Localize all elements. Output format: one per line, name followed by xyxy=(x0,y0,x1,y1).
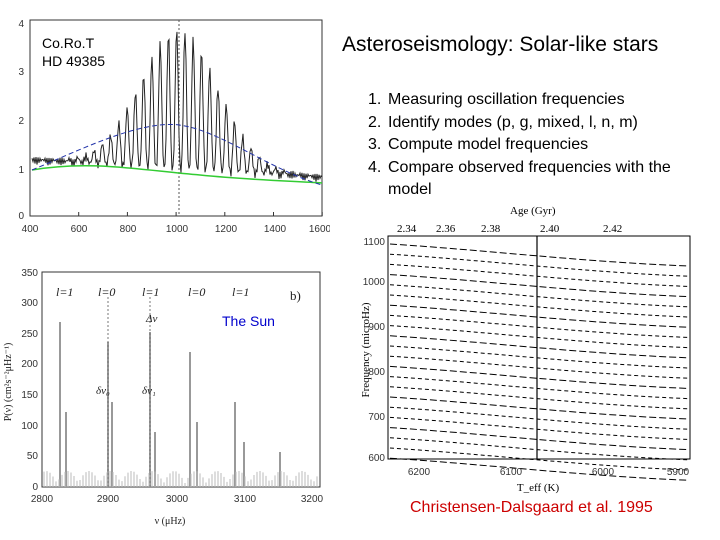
degree-label: l=0 xyxy=(188,285,205,299)
degree-label: l=1 xyxy=(142,285,159,299)
step-item: 2. Identify modes (p, g, mixed, l, n, m) xyxy=(368,113,638,131)
x-tick-label: 2800 xyxy=(31,494,54,505)
frequency-track xyxy=(389,314,689,338)
frequency-track xyxy=(389,345,689,369)
x-tick-label: 6100 xyxy=(500,467,523,478)
y-tick-label: 350 xyxy=(21,268,38,279)
x-tick-label: 1200 xyxy=(215,224,238,235)
age-axis-label: Age (Gyr) xyxy=(510,205,556,217)
frequency-track xyxy=(389,396,689,420)
delta-nu1-label: δν₁ xyxy=(142,385,156,397)
corot-axes xyxy=(29,212,323,216)
y-tick-label: 3 xyxy=(18,67,24,78)
y-tick-label: 700 xyxy=(368,412,385,423)
delta-nu-label: Δν xyxy=(145,313,157,325)
steps-list: 1. Measuring oscillation frequencies 2. Id… xyxy=(368,89,688,202)
corot-label: Co.Ro.T xyxy=(42,35,95,51)
x-axis-label: T_eff (K) xyxy=(517,482,560,494)
y-tick-label: 4 xyxy=(18,19,24,30)
frequency-track xyxy=(389,294,689,318)
y-tick-label: 300 xyxy=(21,298,38,309)
frequency-track xyxy=(389,243,689,267)
y-tick-label: 150 xyxy=(21,390,38,401)
y-axis-label: Frequency (microHz) xyxy=(360,302,372,397)
y-tick-label: 1100 xyxy=(363,237,385,248)
frequency-track xyxy=(389,406,689,430)
age-tick-label: 2.42 xyxy=(603,223,622,235)
frequency-track xyxy=(389,437,689,461)
x-tick-label: 3000 xyxy=(166,494,189,505)
background-fit-line xyxy=(31,164,323,184)
sun-label: The Sun xyxy=(222,313,275,329)
x-tick-label: 6000 xyxy=(592,467,615,478)
y-tick-label: 600 xyxy=(368,453,385,464)
x-tick-label: 800 xyxy=(120,224,137,235)
age-tick-label: 2.38 xyxy=(481,223,501,235)
star-label: HD 49385 xyxy=(42,53,105,69)
delta-nu0-label: δν₀ xyxy=(96,385,110,397)
age-tick-label: 2.34 xyxy=(397,223,417,235)
x-tick-label: 2900 xyxy=(97,494,120,505)
y-tick-label: 100 xyxy=(21,421,38,432)
x-tick-label: 3200 xyxy=(301,494,324,505)
citation-credit: Christensen-Dalsgaard et al. 1995 xyxy=(410,499,653,516)
corot-power-trace xyxy=(31,31,323,182)
frequency-track xyxy=(389,447,689,471)
envelope-line xyxy=(31,123,323,186)
frequency-track xyxy=(389,253,689,277)
frequency-track xyxy=(389,304,689,328)
y-tick-label: 250 xyxy=(21,329,38,340)
x-tick-label: 6200 xyxy=(408,467,431,478)
model-frequency-tracks xyxy=(389,243,689,481)
y-tick-label: 900 xyxy=(368,322,385,333)
step-item: 1. Measuring oscillation frequencies xyxy=(368,91,625,108)
frequency-track xyxy=(389,274,689,298)
y-tick-label: 1 xyxy=(18,165,24,176)
x-axis-label: ν (μHz) xyxy=(155,516,186,527)
degree-label: l=1 xyxy=(56,285,73,299)
frequency-track xyxy=(389,376,689,400)
slide-title: Asteroseismology: Solar-like stars xyxy=(342,33,659,56)
frequency-track xyxy=(389,416,689,440)
frequency-track xyxy=(389,325,689,349)
x-tick-label: 1400 xyxy=(264,224,287,235)
frequency-track xyxy=(389,457,689,481)
x-tick-label: 5900 xyxy=(667,467,690,478)
step-item: 4. Compare observed frequencies with the … xyxy=(368,158,671,199)
frequency-track xyxy=(389,284,689,308)
frequency-track xyxy=(389,355,689,379)
x-tick-label: 1000 xyxy=(166,224,189,235)
y-axis-label: P(ν) (cm²s⁻²μHz⁻¹) xyxy=(3,343,14,422)
x-tick-label: 400 xyxy=(22,224,39,235)
frequency-track xyxy=(389,335,689,359)
y-tick-label: 50 xyxy=(27,451,39,462)
y-tick-label: 800 xyxy=(368,367,385,378)
frequency-track xyxy=(389,365,689,389)
model-frequency-plot: Age (Gyr) 2.34 2.36 2.38 2.40 2.42 1100 … xyxy=(360,205,691,494)
y-tick-label: 0 xyxy=(32,482,38,493)
frequency-track xyxy=(389,386,689,410)
x-tick-label: 600 xyxy=(71,224,88,235)
age-tick-label: 2.40 xyxy=(540,223,560,235)
y-tick-label: 0 xyxy=(18,211,24,222)
y-tick-label: 2 xyxy=(18,116,24,127)
corot-spectrum-plot: Co.Ro.T HD 49385 400 600 800 1000 1200 1… xyxy=(18,19,330,235)
age-tick-label: 2.36 xyxy=(436,223,456,235)
panel-label: b) xyxy=(290,288,301,303)
frequency-track xyxy=(389,263,689,287)
sun-spectrum-plot: l=1 l=0 l=1 l=0 l=1 b) Δν δν₀ δν₁ The Su… xyxy=(3,268,324,527)
step-item: 3. Compute model frequencies xyxy=(368,136,589,153)
degree-label: l=1 xyxy=(232,285,249,299)
y-tick-label: 1000 xyxy=(363,277,386,288)
x-tick-label: 1600 xyxy=(309,224,330,235)
y-tick-label: 200 xyxy=(21,359,38,370)
degree-label: l=0 xyxy=(98,285,115,299)
x-tick-label: 3100 xyxy=(234,494,257,505)
frequency-track xyxy=(389,427,689,451)
